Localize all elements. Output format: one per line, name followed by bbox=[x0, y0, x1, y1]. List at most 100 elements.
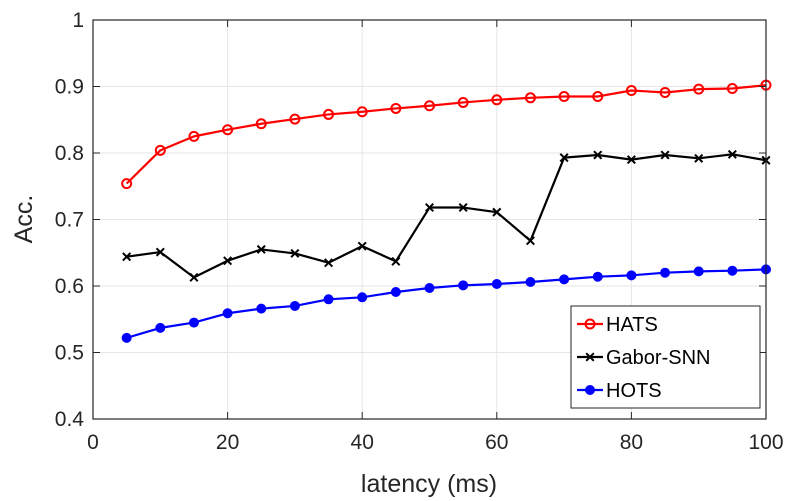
data-point-gabor-snn bbox=[324, 258, 334, 268]
ticks: 0 20 40 60 80 100 0.4 0.5 0.6 0.7 0.8 0.9 1 bbox=[55, 9, 784, 454]
y-tick-label: 0.6 bbox=[55, 275, 84, 298]
legend-marker-hats bbox=[584, 318, 596, 330]
data-point-hots bbox=[660, 267, 671, 278]
x-tick-label: 60 bbox=[485, 431, 508, 454]
data-point-gabor-snn bbox=[391, 256, 401, 266]
data-point-gabor-snn bbox=[189, 272, 199, 282]
data-point-hats bbox=[255, 118, 267, 130]
x-marker-stroke bbox=[593, 150, 603, 160]
series-gabor-snn bbox=[122, 149, 771, 282]
x-tick-label: 40 bbox=[351, 431, 374, 454]
x-marker-stroke bbox=[256, 244, 266, 254]
data-point-hots bbox=[289, 300, 300, 311]
data-point-hots bbox=[121, 332, 132, 343]
data-point-hots bbox=[222, 308, 233, 319]
data-point-hots bbox=[592, 271, 603, 282]
legend-label-hots: HOTS bbox=[606, 380, 662, 402]
x-marker-stroke bbox=[155, 247, 165, 257]
series-line-gabor-snn bbox=[126, 153, 767, 279]
data-point-gabor-snn bbox=[155, 247, 165, 257]
data-point-hats bbox=[693, 83, 705, 95]
x-marker-stroke bbox=[324, 258, 334, 268]
data-point-hats bbox=[457, 96, 469, 108]
data-point-hats bbox=[390, 102, 402, 114]
series-hots bbox=[121, 264, 771, 343]
series-line-hots bbox=[126, 268, 767, 339]
data-point-hats bbox=[592, 90, 604, 102]
data-point-gabor-snn bbox=[223, 256, 233, 266]
data-point-gabor-snn bbox=[492, 207, 502, 217]
x-tick-label: 80 bbox=[620, 431, 643, 454]
data-point-hats bbox=[289, 113, 301, 125]
data-point-gabor-snn bbox=[256, 244, 266, 254]
x-marker-stroke bbox=[122, 252, 132, 262]
x-marker-stroke bbox=[559, 153, 569, 163]
legend: HATS Gabor-SNN HOTS bbox=[570, 305, 761, 409]
data-point-hats bbox=[659, 86, 671, 98]
data-point-hats bbox=[154, 144, 166, 156]
data-point-hats bbox=[188, 130, 200, 142]
data-point-hots bbox=[424, 282, 435, 293]
data-point-gabor-snn bbox=[727, 149, 737, 159]
y-tick-label: 0.4 bbox=[55, 408, 85, 431]
x-marker-stroke bbox=[223, 256, 233, 266]
data-point-hots bbox=[256, 303, 267, 314]
data-point-hots bbox=[626, 270, 637, 281]
data-point-hots bbox=[727, 265, 738, 276]
data-point-hots bbox=[525, 277, 536, 288]
data-point-hats bbox=[625, 84, 637, 96]
data-point-gabor-snn bbox=[525, 236, 535, 246]
x-tick-label: 0 bbox=[87, 431, 99, 454]
data-point-gabor-snn bbox=[458, 203, 468, 213]
legend-label-hats: HATS bbox=[606, 314, 658, 336]
data-point-hats bbox=[524, 92, 536, 104]
x-marker-stroke bbox=[424, 203, 435, 213]
data-point-hots bbox=[491, 279, 502, 290]
data-point-gabor-snn bbox=[357, 241, 367, 251]
data-point-hats bbox=[323, 108, 335, 120]
x-marker-stroke bbox=[626, 155, 636, 165]
data-point-hats bbox=[726, 82, 738, 94]
x-axis-title: latency (ms) bbox=[361, 470, 497, 498]
x-marker-stroke bbox=[458, 203, 468, 213]
data-point-hats bbox=[424, 100, 435, 112]
x-marker-stroke bbox=[525, 236, 535, 246]
legend-label-gabor-snn: Gabor-SNN bbox=[606, 347, 710, 369]
data-point-hats bbox=[491, 94, 503, 106]
x-marker-stroke bbox=[492, 207, 502, 217]
data-point-gabor-snn bbox=[660, 150, 670, 160]
x-tick-label: 20 bbox=[216, 431, 239, 454]
series-hats bbox=[121, 79, 772, 190]
data-point-gabor-snn bbox=[122, 252, 132, 262]
x-marker-stroke bbox=[660, 150, 670, 160]
x-marker-stroke bbox=[391, 256, 401, 266]
data-point-hots bbox=[693, 266, 704, 277]
data-point-hots bbox=[458, 280, 469, 291]
y-tick-label: 1 bbox=[72, 9, 84, 32]
data-point-gabor-snn bbox=[424, 203, 435, 213]
y-tick-label: 0.7 bbox=[55, 209, 84, 232]
data-point-hots bbox=[390, 286, 401, 297]
data-point-hots bbox=[357, 292, 368, 303]
x-tick-label: 100 bbox=[748, 431, 783, 454]
x-marker-stroke bbox=[290, 248, 300, 258]
x-marker-stroke bbox=[694, 153, 704, 163]
data-point-hots bbox=[559, 274, 570, 285]
data-point-hots bbox=[155, 322, 166, 333]
data-point-hats bbox=[356, 106, 368, 118]
x-marker-stroke bbox=[357, 241, 367, 251]
legend-marker-hots bbox=[585, 385, 595, 395]
data-point-gabor-snn bbox=[290, 248, 300, 258]
series-layer bbox=[121, 79, 772, 343]
legend-marker-gabor-snn bbox=[585, 352, 595, 362]
y-axis-title: Acc. bbox=[10, 195, 38, 244]
data-point-hots bbox=[323, 294, 334, 305]
data-point-hats bbox=[121, 178, 133, 190]
y-tick-label: 0.8 bbox=[55, 142, 84, 165]
data-point-hats bbox=[558, 90, 570, 102]
data-point-gabor-snn bbox=[559, 153, 569, 163]
data-point-gabor-snn bbox=[694, 153, 704, 163]
data-point-gabor-snn bbox=[626, 155, 636, 165]
data-point-gabor-snn bbox=[593, 150, 603, 160]
